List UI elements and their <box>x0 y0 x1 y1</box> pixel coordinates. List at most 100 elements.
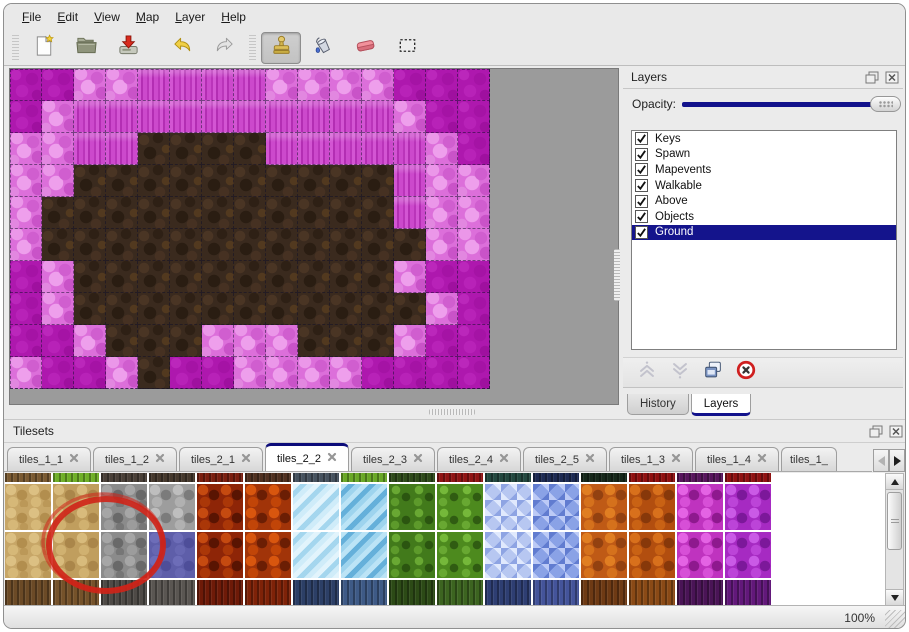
menu-item-layer[interactable]: Layer <box>175 10 206 24</box>
layer-row-above[interactable]: Above <box>632 193 896 209</box>
tileset-tile-partial[interactable] <box>437 580 483 606</box>
tileset-tile[interactable] <box>725 484 771 530</box>
tileset-tile[interactable] <box>197 484 243 530</box>
tab-close-icon[interactable] <box>499 453 509 466</box>
tileset-tile[interactable] <box>677 484 723 530</box>
move-layer-down-button[interactable] <box>668 361 692 385</box>
tileset-tile[interactable] <box>5 532 51 578</box>
tileset-tile[interactable] <box>245 484 291 530</box>
tab-close-icon[interactable] <box>241 453 251 466</box>
scroll-up-button[interactable] <box>886 474 903 490</box>
tileset-tab-tiles_2_5[interactable]: tiles_2_5 <box>523 447 607 471</box>
layer-row-spawn[interactable]: Spawn <box>632 147 896 163</box>
tileset-tab-tiles_1[interactable]: tiles_1_ <box>781 447 837 471</box>
tab-close-icon[interactable] <box>155 453 165 466</box>
undo-button[interactable] <box>162 32 202 64</box>
tileset-tile[interactable] <box>293 532 339 578</box>
tileset-tile-partial[interactable] <box>5 580 51 606</box>
tileset-tile[interactable] <box>485 532 531 578</box>
toolbar-handle[interactable] <box>12 34 19 61</box>
menu-item-view[interactable]: View <box>94 10 120 24</box>
map-vertical-scrollbar[interactable] <box>613 249 621 301</box>
scroll-down-button[interactable] <box>886 589 903 605</box>
tileset-tile[interactable] <box>341 532 387 578</box>
tileset-tile-partial[interactable] <box>437 473 483 482</box>
tileset-tile-partial[interactable] <box>581 473 627 482</box>
layer-visibility-checkbox[interactable] <box>635 225 648 239</box>
tileset-tile[interactable] <box>437 484 483 530</box>
tileset-tile[interactable] <box>581 484 627 530</box>
layer-row-keys[interactable]: Keys <box>632 131 896 147</box>
layer-visibility-checkbox[interactable] <box>635 194 648 208</box>
tileset-tile-partial[interactable] <box>197 473 243 482</box>
tileset-tile-partial[interactable] <box>725 473 771 482</box>
select-tool-button[interactable] <box>387 32 427 64</box>
resize-grip[interactable] <box>885 610 905 628</box>
tileset-tab-tiles_1_3[interactable]: tiles_1_3 <box>609 447 693 471</box>
tileset-tile-partial[interactable] <box>293 580 339 606</box>
tab-close-icon[interactable] <box>69 453 79 466</box>
layer-visibility-checkbox[interactable] <box>635 210 648 224</box>
float-panel-icon[interactable] <box>867 424 884 439</box>
tab-close-icon[interactable] <box>757 453 767 466</box>
tileset-tile-partial[interactable] <box>629 473 675 482</box>
menu-item-file[interactable]: File <box>22 10 42 24</box>
tileset-tile[interactable] <box>5 484 51 530</box>
tileset-tile[interactable] <box>629 532 675 578</box>
map-vscroll-thumb[interactable] <box>614 249 620 301</box>
tileset-tab-tiles_2_4[interactable]: tiles_2_4 <box>437 447 521 471</box>
tileset-scrollbar[interactable] <box>885 473 904 606</box>
layer-visibility-checkbox[interactable] <box>635 179 648 193</box>
tileset-tile-partial[interactable] <box>629 580 675 606</box>
tileset-tile[interactable] <box>149 484 195 530</box>
tileset-tile-partial[interactable] <box>245 473 291 482</box>
opacity-slider[interactable] <box>682 94 901 114</box>
tab-layers[interactable]: Layers <box>690 394 752 416</box>
tileset-tile-partial[interactable] <box>677 580 723 606</box>
tileset-tile[interactable] <box>485 484 531 530</box>
tileset-tile[interactable] <box>389 484 435 530</box>
tileset-tile-partial[interactable] <box>389 473 435 482</box>
new-file-button[interactable] <box>24 32 64 64</box>
tileset-view[interactable] <box>5 473 885 606</box>
menu-item-help[interactable]: Help <box>221 10 246 24</box>
close-panel-icon[interactable] <box>883 70 900 85</box>
tileset-tile-partial[interactable] <box>389 580 435 606</box>
tileset-tile[interactable] <box>533 484 579 530</box>
tileset-tile[interactable] <box>725 532 771 578</box>
tileset-tile-partial[interactable] <box>485 473 531 482</box>
scroll-tabs-left-button[interactable] <box>873 449 889 472</box>
tileset-tile[interactable] <box>341 484 387 530</box>
tab-close-icon[interactable] <box>585 453 595 466</box>
tileset-tile-partial[interactable] <box>53 580 99 606</box>
tileset-tile-partial[interactable] <box>677 473 723 482</box>
delete-layer-button[interactable] <box>734 360 758 385</box>
tileset-tile-partial[interactable] <box>101 473 147 482</box>
tileset-tile-partial[interactable] <box>533 580 579 606</box>
tileset-tile[interactable] <box>581 532 627 578</box>
tileset-tile-partial[interactable] <box>5 473 51 482</box>
tileset-tile[interactable] <box>53 484 99 530</box>
tileset-scrollbar-thumb[interactable] <box>887 492 902 550</box>
tileset-tile-partial[interactable] <box>725 580 771 606</box>
tileset-tab-tiles_1_2[interactable]: tiles_1_2 <box>93 447 177 471</box>
layer-visibility-checkbox[interactable] <box>635 132 648 146</box>
tileset-tile-partial[interactable] <box>341 580 387 606</box>
tileset-tile-partial[interactable] <box>293 473 339 482</box>
tileset-tile-partial[interactable] <box>245 580 291 606</box>
tileset-tile-partial[interactable] <box>101 580 147 606</box>
layer-row-objects[interactable]: Objects <box>632 209 896 225</box>
open-file-button[interactable] <box>66 32 106 64</box>
layer-visibility-checkbox[interactable] <box>635 163 648 177</box>
tileset-tile[interactable] <box>677 532 723 578</box>
toolbar-handle[interactable] <box>249 34 256 61</box>
fill-tool-button[interactable] <box>303 32 343 64</box>
tileset-tile-partial[interactable] <box>149 473 195 482</box>
tileset-tab-tiles_2_3[interactable]: tiles_2_3 <box>351 447 435 471</box>
opacity-slider-handle[interactable] <box>870 96 901 112</box>
layer-visibility-checkbox[interactable] <box>635 147 648 161</box>
close-panel-icon[interactable] <box>887 424 904 439</box>
stamp-tool-button[interactable] <box>261 31 301 64</box>
layer-row-mapevents[interactable]: Mapevents <box>632 162 896 178</box>
tileset-tile[interactable] <box>533 532 579 578</box>
